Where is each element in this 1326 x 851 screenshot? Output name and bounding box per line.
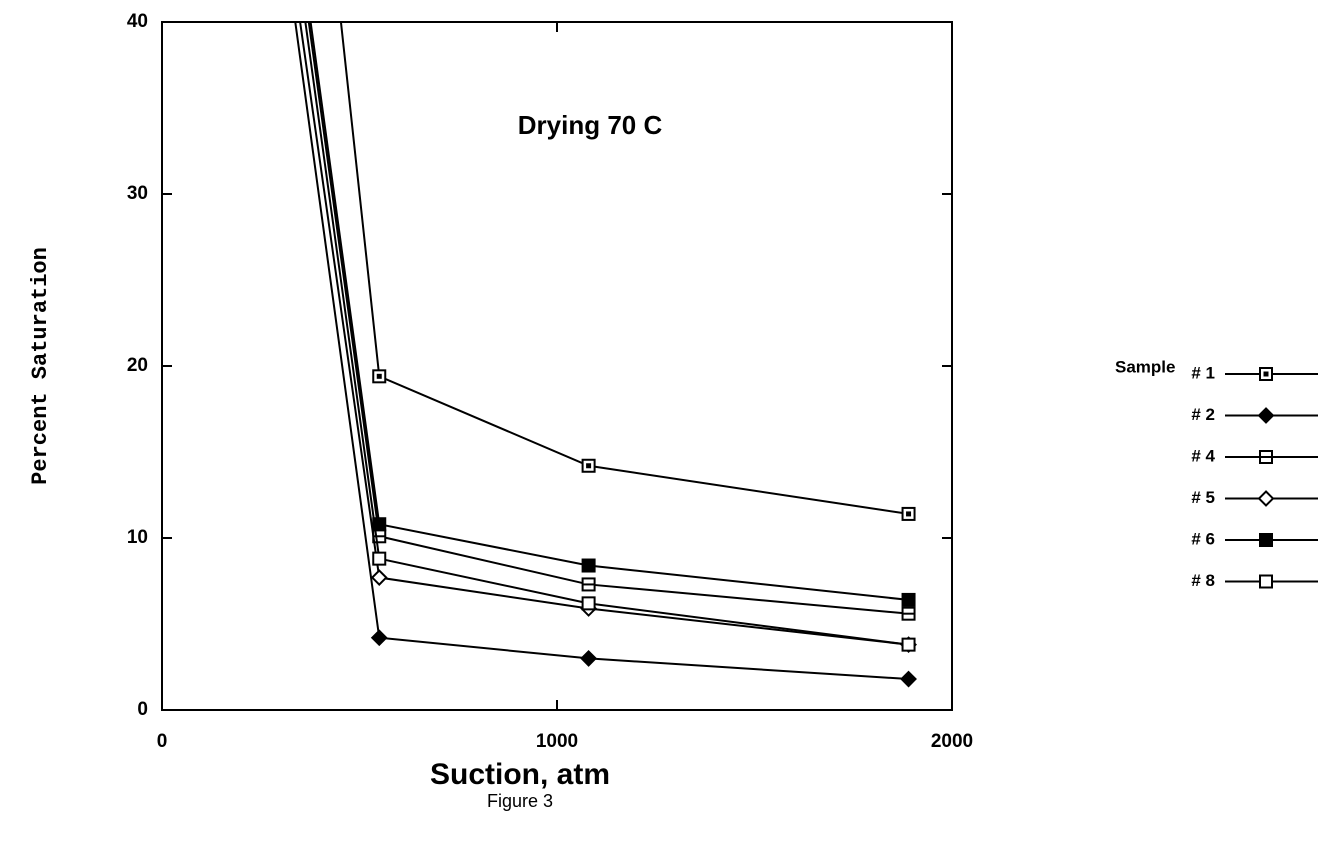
marker-shape <box>370 569 388 586</box>
chart-title: Drying 70 C <box>518 110 663 140</box>
y-tick-label: 30 <box>127 183 148 204</box>
marker <box>901 637 916 652</box>
x-axis-label: Suction, atm <box>430 758 610 791</box>
series-line <box>304 22 909 646</box>
marker-shape <box>581 596 596 611</box>
marker-shape <box>372 551 387 566</box>
marker <box>372 551 387 566</box>
legend-marker <box>1259 367 1273 381</box>
marker-shape <box>1257 407 1275 424</box>
marker-shape <box>370 629 388 647</box>
marker <box>370 569 388 586</box>
plot-area <box>294 22 917 688</box>
y-axis-label: Percent Saturation <box>28 247 53 485</box>
marker-dot <box>586 463 592 469</box>
y-tick-label: 20 <box>127 355 148 376</box>
series-line <box>299 22 909 646</box>
legend-marker <box>1259 533 1273 547</box>
marker <box>581 558 596 573</box>
marker <box>581 596 596 611</box>
series-line <box>309 22 909 601</box>
y-tick-label: 10 <box>127 527 148 548</box>
marker-shape <box>580 649 598 667</box>
series-line <box>307 22 909 615</box>
marker <box>370 629 388 647</box>
marker-shape <box>901 637 916 652</box>
marker <box>901 506 916 521</box>
marker-shape <box>1259 574 1273 589</box>
marker <box>901 592 916 607</box>
marker-dot <box>376 373 382 379</box>
marker <box>372 517 387 532</box>
x-tick-label: 0 <box>157 731 168 752</box>
legend-label: # 5 <box>1191 488 1215 507</box>
series-line <box>339 22 909 515</box>
series-line <box>294 22 909 681</box>
legend-marker <box>1257 407 1275 424</box>
marker <box>580 649 598 667</box>
legend-marker <box>1259 574 1273 589</box>
marker-shape <box>581 558 596 573</box>
marker <box>901 606 916 621</box>
marker-shape <box>372 517 387 532</box>
y-tick-label: 40 <box>127 11 148 32</box>
marker-dot <box>1263 371 1269 377</box>
legend-title: Sample <box>1115 357 1175 376</box>
marker-shape <box>900 670 917 688</box>
legend-marker <box>1257 490 1275 507</box>
legend-label: # 2 <box>1191 405 1215 424</box>
caption: Figure 3 <box>487 791 553 811</box>
marker-shape <box>1259 533 1273 547</box>
x-tick-label: 1000 <box>536 731 578 752</box>
marker-shape <box>1257 490 1275 507</box>
marker-shape <box>901 592 916 607</box>
legend-marker <box>1259 450 1273 464</box>
marker <box>900 670 917 688</box>
x-tick-label: 2000 <box>931 731 973 752</box>
marker <box>372 369 387 384</box>
legend-label: # 1 <box>1191 363 1215 382</box>
legend-label: # 8 <box>1191 571 1215 590</box>
marker <box>581 458 596 473</box>
marker <box>581 577 596 592</box>
marker-dot <box>906 511 912 517</box>
legend-label: # 4 <box>1191 446 1215 465</box>
y-tick-label: 0 <box>137 699 148 720</box>
legend-label: # 6 <box>1191 529 1215 548</box>
